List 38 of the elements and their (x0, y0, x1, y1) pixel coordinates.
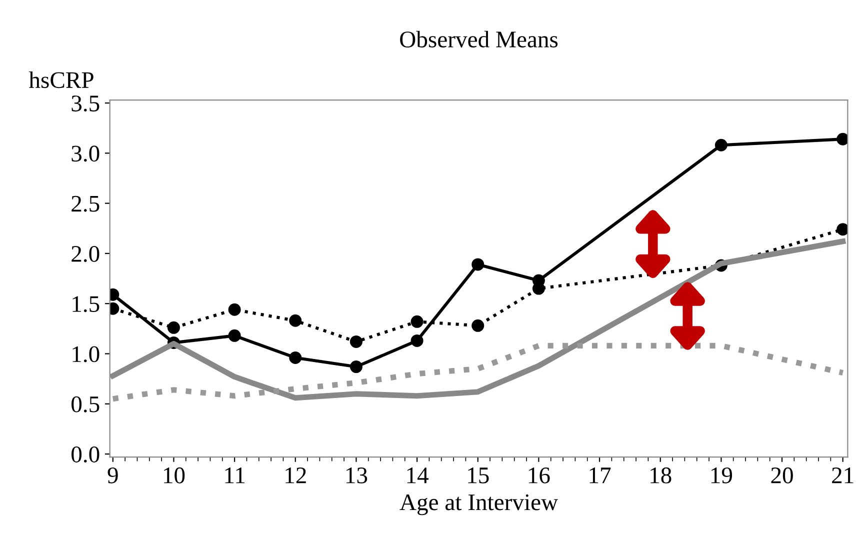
x-tick-label: 14 (407, 468, 428, 484)
x-tick-label: 17 (590, 468, 611, 484)
x-tick-label: 16 (528, 468, 550, 484)
point (228, 329, 241, 342)
x-tick-label: 11 (225, 468, 244, 484)
y-tick-label: 2.5 (72, 196, 100, 212)
point (289, 351, 302, 364)
y-tick-label: 3.5 (72, 96, 100, 112)
x-tick-label: 15 (468, 468, 489, 484)
x-tick-label: 21 (832, 468, 854, 484)
y-tick-label: 0.5 (72, 396, 100, 412)
chart-title: Observed Means (400, 30, 558, 48)
point (350, 335, 362, 348)
point (714, 138, 728, 152)
point (167, 321, 180, 334)
point (836, 223, 848, 236)
y-tick-label: 1.5 (72, 296, 100, 312)
y-axis-title: hsCRP (28, 71, 94, 88)
point (472, 258, 484, 271)
point (836, 132, 848, 146)
x-tick-label: 10 (164, 467, 185, 484)
x-tick-label: 13 (346, 468, 368, 484)
point (228, 303, 241, 316)
x-tick-label: 12 (286, 468, 306, 484)
y-tick-label: 2.0 (72, 246, 100, 262)
point (472, 319, 484, 332)
y-tick-label: 1.0 (72, 346, 100, 362)
point (410, 334, 424, 347)
x-tick-label: 9 (108, 468, 118, 484)
y-tick-label: 3.0 (72, 146, 100, 162)
x-tick-label: 19 (711, 468, 732, 484)
point (350, 360, 362, 374)
y-tick-label: 0.0 (72, 446, 100, 463)
x-tick-label: 20 (771, 467, 793, 484)
x-tick-label: 18 (650, 467, 672, 484)
point (410, 315, 424, 328)
x-axis-title: Age at Interview (400, 494, 558, 516)
point (289, 314, 302, 327)
